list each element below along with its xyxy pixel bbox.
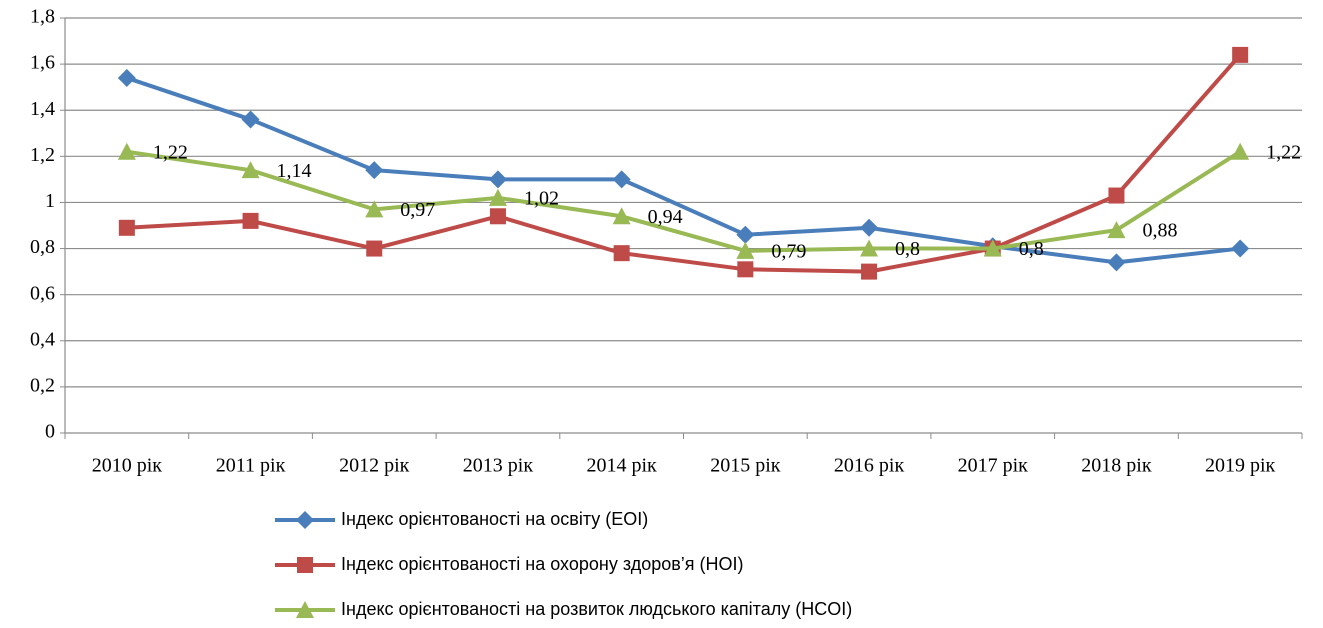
y-tick-label: 1,6 — [30, 52, 55, 74]
data-label: 0,8 — [1019, 238, 1044, 260]
point — [861, 263, 878, 280]
point — [365, 161, 384, 180]
point — [1107, 221, 1126, 239]
data-label: 0,8 — [895, 238, 920, 260]
data-label: 1,22 — [1266, 141, 1301, 163]
point — [241, 110, 260, 129]
x-tick-label: 2012 рік — [339, 455, 410, 477]
y-tick-label: 0,6 — [30, 282, 55, 304]
point — [736, 241, 755, 259]
point — [613, 245, 630, 262]
y-tick-label: 0,4 — [30, 328, 55, 350]
x-tick-label: 2016 рік — [834, 455, 905, 477]
x-tick-label: 2011 рік — [216, 455, 286, 477]
legend-label: Індекс орієнтованості на охорону здоров’… — [341, 554, 744, 574]
y-tick-label: 1,2 — [30, 144, 55, 166]
legend-label: Індекс орієнтованості на освіту (EOI) — [341, 509, 648, 529]
point — [488, 170, 507, 189]
point — [736, 225, 755, 244]
point — [1107, 253, 1126, 272]
x-tick-label: 2013 рік — [463, 455, 534, 477]
point — [983, 239, 1002, 257]
y-tick-label: 1 — [45, 190, 55, 212]
series-line — [126, 76, 1241, 265]
series-line — [126, 53, 1242, 274]
y-tick-label: 0 — [45, 421, 55, 443]
point — [488, 188, 507, 206]
legend-label: Індекс орієнтованості на розвиток людськ… — [341, 599, 852, 619]
point — [1231, 239, 1250, 258]
point — [1232, 46, 1249, 63]
series-line — [126, 149, 1242, 253]
point — [118, 219, 135, 236]
y-tick-label: 1,4 — [30, 98, 55, 120]
point — [860, 239, 879, 257]
legend-marker — [296, 601, 314, 618]
data-label: 0,79 — [771, 240, 806, 262]
point — [612, 170, 631, 189]
point — [241, 161, 260, 179]
point — [737, 261, 754, 278]
point — [612, 207, 631, 225]
legend-marker — [296, 511, 314, 529]
point — [117, 142, 136, 160]
point — [1231, 142, 1250, 160]
x-tick-label: 2014 рік — [587, 455, 658, 477]
data-label: 1,14 — [277, 160, 312, 182]
point — [117, 68, 136, 87]
point — [1108, 187, 1125, 204]
point — [860, 218, 879, 237]
point — [366, 240, 383, 257]
y-tick-label: 1,8 — [30, 6, 55, 28]
x-tick-label: 2015 рік — [710, 455, 781, 477]
data-label: 0,94 — [648, 206, 683, 228]
x-tick-label: 2010 рік — [92, 455, 163, 477]
data-label: 1,22 — [153, 141, 188, 163]
data-label: 0,88 — [1142, 220, 1177, 242]
y-tick-label: 0,8 — [30, 236, 55, 258]
data-label: 0,97 — [400, 199, 435, 221]
legend-marker — [297, 557, 313, 573]
x-tick-label: 2019 рік — [1205, 455, 1276, 477]
y-tick-label: 0,2 — [30, 374, 55, 396]
point — [242, 212, 259, 229]
x-tick-label: 2018 рік — [1081, 455, 1152, 477]
point — [489, 208, 506, 225]
data-label: 1,02 — [524, 187, 559, 209]
x-tick-label: 2017 рік — [958, 455, 1029, 477]
point — [365, 200, 384, 218]
